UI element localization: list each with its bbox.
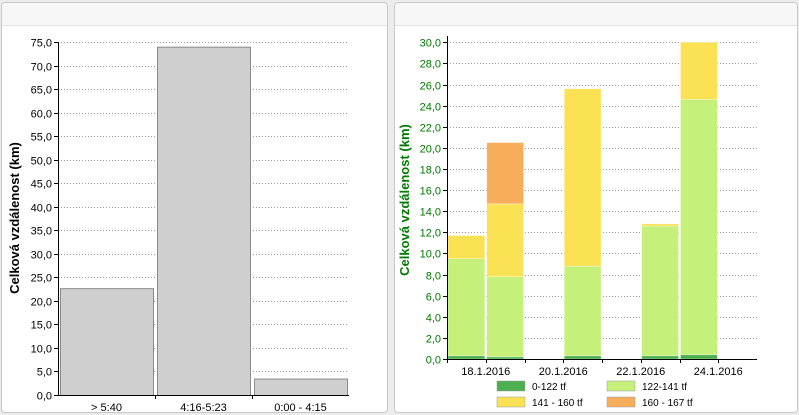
left-axes: 0,0 5,0 10,0 15,0 20,0 25,0 30,0 35,0 40,0 45,0 50…: [31, 38, 349, 413]
right-bar-segment: [641, 223, 679, 227]
legend-swatch: [606, 380, 636, 392]
right-x-tick-label: 24.1.2016: [694, 366, 743, 378]
left-x-tick-label: > 5:40: [91, 402, 122, 413]
right-bar-segment: [447, 258, 486, 357]
left-y-tick-label: 10,0: [31, 344, 52, 356]
left-y-tick-label: 70,0: [31, 62, 52, 74]
right-y-tick-label: 0,0: [426, 355, 441, 367]
right-y-tick-label: 20,0: [420, 144, 441, 156]
left-x-tick-label: 0:00 - 4:15: [274, 402, 327, 413]
left-y-tick-label: 20,0: [31, 297, 52, 309]
left-y-tick-label: 75,0: [31, 38, 52, 50]
legend-label: 0-122 tf: [532, 382, 566, 393]
right-bars: [447, 42, 718, 360]
legend-label: 122-141 tf: [642, 382, 687, 393]
pace-distance-chart: 0,0 5,0 10,0 15,0 20,0 25,0 30,0 35,0 40,0 45,0 50…: [7, 38, 349, 413]
legend-label: 141 - 160 tf: [532, 398, 583, 409]
right-y-tick-label: 8,0: [426, 271, 441, 283]
right-bar-segment: [680, 99, 718, 356]
legend-swatch: [496, 380, 526, 392]
right-y-tick-label: 6,0: [426, 292, 441, 304]
left-x-tick-label: 4:16-5:23: [180, 402, 226, 413]
left-bar: [254, 378, 348, 397]
right-y-tick-label: 26,0: [420, 81, 441, 93]
right-y-axis-label: Celková vzdálenost (km): [397, 124, 412, 276]
left-panel-header: [2, 3, 387, 26]
legend-swatch: [606, 396, 636, 408]
right-bar-segment: [680, 42, 718, 100]
right-y-tick-label: 28,0: [420, 59, 441, 71]
left-y-tick-label: 45,0: [31, 179, 52, 191]
right-y-tick-label: 12,0: [420, 228, 441, 240]
left-y-tick-label: 50,0: [31, 156, 52, 168]
right-bar-segment: [447, 355, 486, 360]
right-panel-header: [395, 3, 797, 26]
right-legend: 0-122 tf 122-141 tf 141 - 160 tf 160 - 167 …: [496, 380, 693, 409]
right-x-tick-label: 18.1.2016: [461, 366, 510, 378]
left-y-tick-label: 40,0: [31, 203, 52, 215]
right-y-tick-label: 14,0: [420, 207, 441, 219]
left-y-tick-label: 5,0: [37, 367, 52, 379]
left-y-tick-label: 60,0: [31, 109, 52, 121]
right-y-tick-label: 30,0: [420, 38, 441, 50]
right-y-tick-label: 16,0: [420, 186, 441, 198]
legend-swatch: [496, 396, 526, 408]
right-y-tick-label: 4,0: [426, 313, 441, 325]
right-bar-segment: [641, 355, 679, 360]
left-y-tick-label: 65,0: [31, 85, 52, 97]
right-bar-segment: [486, 203, 524, 277]
left-bar: [157, 46, 251, 396]
right-chart-panel: 0,0 2,0 4,0 6,0 8,0 10,0 12,0 14,0 16,0 18,0 20,0 2…: [394, 2, 798, 413]
left-y-axis-label: Celková vzdálenost (km): [7, 142, 22, 294]
right-bar-segment: [486, 276, 524, 358]
left-y-tick-label: 35,0: [31, 226, 52, 238]
right-y-tick-label: 10,0: [420, 249, 441, 261]
right-bar-segment: [680, 354, 718, 360]
left-y-tick-label: 30,0: [31, 250, 52, 262]
right-y-tick-label: 18,0: [420, 165, 441, 177]
left-bars: [60, 46, 348, 397]
right-x-tick-label: 20.1.2016: [539, 366, 588, 378]
right-bar-segment: [447, 235, 486, 260]
right-axes: 0,0 2,0 4,0 6,0 8,0 10,0 12,0 14,0 16,0 18,0 20,0 2…: [420, 36, 757, 378]
left-y-tick-label: 0,0: [37, 391, 52, 403]
right-bar-segment: [563, 88, 602, 267]
legend-label: 160 - 167 tf: [642, 398, 693, 409]
left-y-tick-label: 55,0: [31, 132, 52, 144]
left-y-tick-label: 25,0: [31, 273, 52, 285]
right-bar-segment: [486, 142, 524, 205]
right-bar-segment: [641, 225, 679, 357]
right-y-tick-label: 2,0: [426, 334, 441, 346]
right-bar-segment: [563, 355, 602, 360]
right-bar-segment: [563, 265, 602, 357]
left-chart-panel: 0,0 5,0 10,0 15,0 20,0 25,0 30,0 35,0 40,0 45,0 50…: [1, 2, 388, 413]
daily-distance-chart: 0,0 2,0 4,0 6,0 8,0 10,0 12,0 14,0 16,0 18,0 20,0 2…: [397, 36, 757, 409]
right-bar-segment: [486, 356, 524, 360]
left-bar: [60, 288, 154, 396]
right-x-tick-label: 22.1.2016: [616, 366, 665, 378]
right-y-tick-label: 24,0: [420, 102, 441, 114]
right-y-tick-label: 22,0: [420, 123, 441, 135]
left-y-tick-label: 15,0: [31, 320, 52, 332]
